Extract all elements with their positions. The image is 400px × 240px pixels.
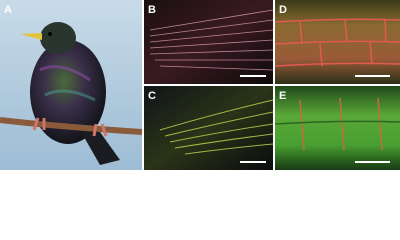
panel-b: B (144, 0, 274, 84)
micrograph (144, 86, 273, 170)
panel-label: B (148, 4, 156, 16)
bird-tail (80, 125, 120, 165)
cell-walls (274, 97, 400, 151)
panel-c: C (144, 86, 274, 170)
cell-walls (274, 18, 400, 67)
barbules (159, 99, 274, 155)
bird-feet (32, 117, 108, 137)
panel-label: D (279, 4, 287, 16)
branch (0, 117, 143, 135)
panel-d: D (274, 0, 400, 84)
micrograph (275, 86, 400, 170)
panel-label: C (148, 90, 156, 102)
iridescence (44, 89, 96, 102)
panel-a: A (0, 0, 143, 170)
barbules (149, 9, 274, 71)
micrograph (144, 0, 273, 84)
bird-eye (48, 32, 52, 36)
iridescence (39, 65, 91, 82)
page: A B C D (0, 0, 400, 170)
panel-label: E (279, 90, 286, 102)
figure: A B C D (0, 0, 400, 170)
bird-head (40, 22, 76, 54)
bird-beak (20, 33, 42, 40)
panel-label: A (4, 4, 12, 16)
panel-e: E (274, 86, 400, 170)
